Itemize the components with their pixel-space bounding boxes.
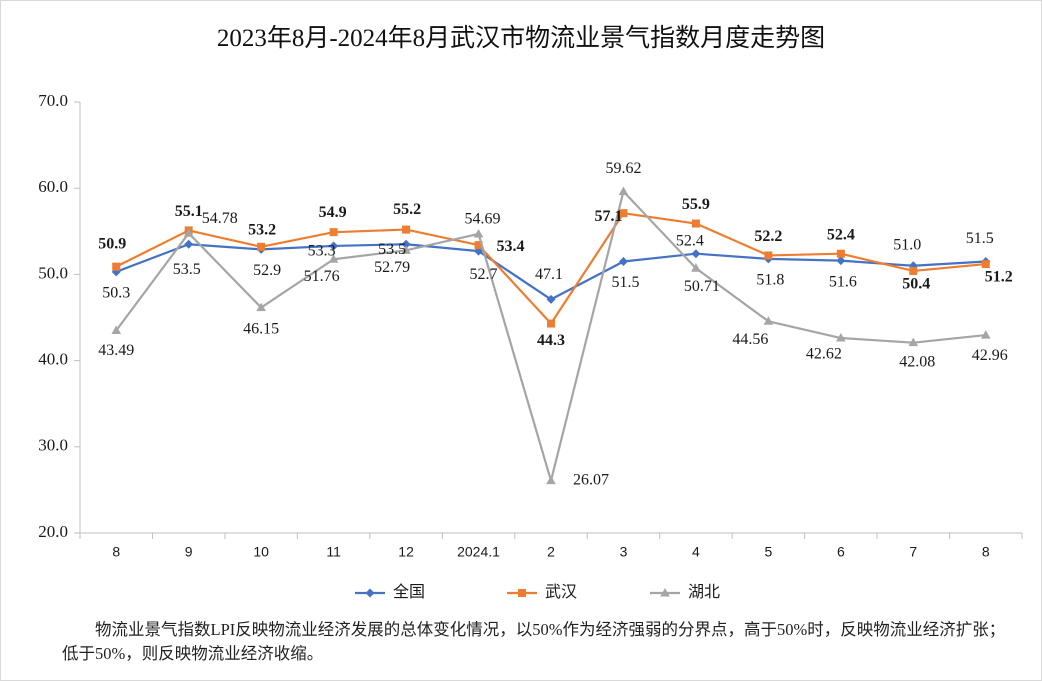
data-point (474, 241, 483, 250)
data-point (402, 225, 411, 234)
data-label: 51.76 (304, 268, 340, 285)
data-label: 50.3 (102, 284, 130, 301)
data-label: 44.56 (732, 331, 768, 348)
data-label: 50.4 (902, 276, 930, 293)
y-tick-label: 60.0 (38, 177, 68, 196)
data-point (691, 219, 700, 228)
data-point (618, 256, 628, 266)
data-label: 51.5 (966, 230, 994, 247)
data-point (619, 209, 628, 218)
data-point (981, 260, 990, 269)
data-label: 53.3 (308, 243, 336, 260)
y-tick-label: 50.0 (38, 263, 68, 282)
data-label: 42.62 (806, 346, 842, 363)
data-point (111, 325, 122, 335)
data-point (401, 245, 411, 254)
data-label: 50.71 (684, 278, 720, 295)
x-tick-label: 12 (398, 544, 414, 560)
legend-marker (518, 589, 526, 597)
data-label: 54.9 (319, 204, 347, 221)
data-label: 54.69 (465, 211, 501, 228)
data-point (546, 475, 556, 485)
chart-title: 2023年8月-2024年8月武汉市物流业景气指数月度走势图 (216, 25, 826, 52)
data-label: 52.7 (470, 266, 498, 283)
data-point (473, 228, 484, 238)
data-label: 51.5 (611, 274, 639, 291)
x-tick-label: 2024.1 (457, 544, 500, 560)
legend-label: 湖北 (688, 583, 720, 601)
legend-label: 武汉 (545, 583, 577, 601)
x-tick-label: 7 (909, 544, 917, 560)
data-point (764, 251, 773, 260)
data-label: 43.49 (98, 342, 134, 359)
data-label: 54.78 (202, 210, 238, 227)
data-label: 50.9 (98, 235, 126, 252)
x-tick-label: 5 (764, 544, 772, 560)
data-point (836, 256, 846, 266)
data-label: 57.1 (594, 208, 622, 225)
data-label: 51.2 (985, 269, 1013, 286)
data-point (547, 319, 555, 328)
data-label: 52.79 (374, 259, 410, 276)
data-label: 42.96 (972, 347, 1008, 364)
data-label: 53.4 (497, 238, 525, 255)
data-label: 53.5 (173, 261, 201, 278)
x-tick-label: 2 (547, 544, 555, 560)
data-point (691, 249, 701, 259)
x-tick-label: 6 (837, 544, 845, 560)
data-label: 55.1 (175, 203, 203, 220)
footnote: 物流业景气指数LPI反映物流业经济发展的总体变化情况，以50%作为经济强弱的分界… (62, 620, 1006, 663)
data-point (908, 337, 919, 347)
data-point (763, 316, 774, 325)
data-point (546, 294, 556, 304)
x-tick-label: 3 (620, 544, 628, 560)
x-tick-label: 9 (185, 544, 193, 560)
data-label: 51.8 (756, 272, 784, 289)
data-label: 59.62 (605, 160, 641, 177)
data-label: 53.5 (378, 241, 406, 258)
data-point (836, 249, 845, 258)
data-label: 47.1 (535, 266, 563, 283)
data-point (836, 333, 846, 342)
data-point (329, 228, 338, 237)
data-point (618, 186, 629, 195)
data-point (401, 239, 411, 249)
x-tick-label: 10 (253, 544, 269, 560)
data-label: 55.2 (393, 201, 421, 218)
data-label: 46.15 (243, 320, 279, 337)
data-label: 26.07 (573, 471, 609, 488)
data-point (909, 266, 918, 275)
data-point (328, 254, 339, 263)
data-label: 52.9 (253, 262, 281, 279)
x-tick-label: 8 (982, 544, 990, 560)
data-label: 52.4 (676, 232, 704, 249)
legend-marker (660, 588, 670, 597)
legend-label: 全国 (393, 583, 425, 601)
data-label: 52.2 (754, 228, 782, 245)
data-label: 52.4 (827, 226, 855, 243)
data-point (112, 262, 121, 271)
data-label: 42.08 (899, 353, 935, 370)
data-point (980, 330, 991, 339)
data-label: 51.0 (893, 236, 921, 253)
legend-marker (365, 588, 375, 598)
x-tick-label: 11 (326, 544, 341, 560)
data-label: 51.6 (829, 273, 857, 290)
data-point (691, 263, 701, 272)
data-point (183, 228, 194, 237)
y-tick-label: 20.0 (38, 522, 68, 541)
x-tick-label: 4 (692, 544, 700, 560)
y-tick-label: 40.0 (38, 350, 68, 369)
data-label: 53.2 (248, 221, 276, 238)
data-point (184, 239, 194, 249)
x-tick-label: 8 (112, 544, 120, 560)
y-tick-label: 70.0 (38, 91, 68, 110)
data-point (256, 302, 266, 312)
data-label: 44.3 (537, 332, 565, 349)
data-point (329, 241, 339, 251)
y-tick-label: 30.0 (38, 436, 68, 455)
data-point (257, 242, 266, 251)
data-label: 55.9 (682, 196, 710, 213)
